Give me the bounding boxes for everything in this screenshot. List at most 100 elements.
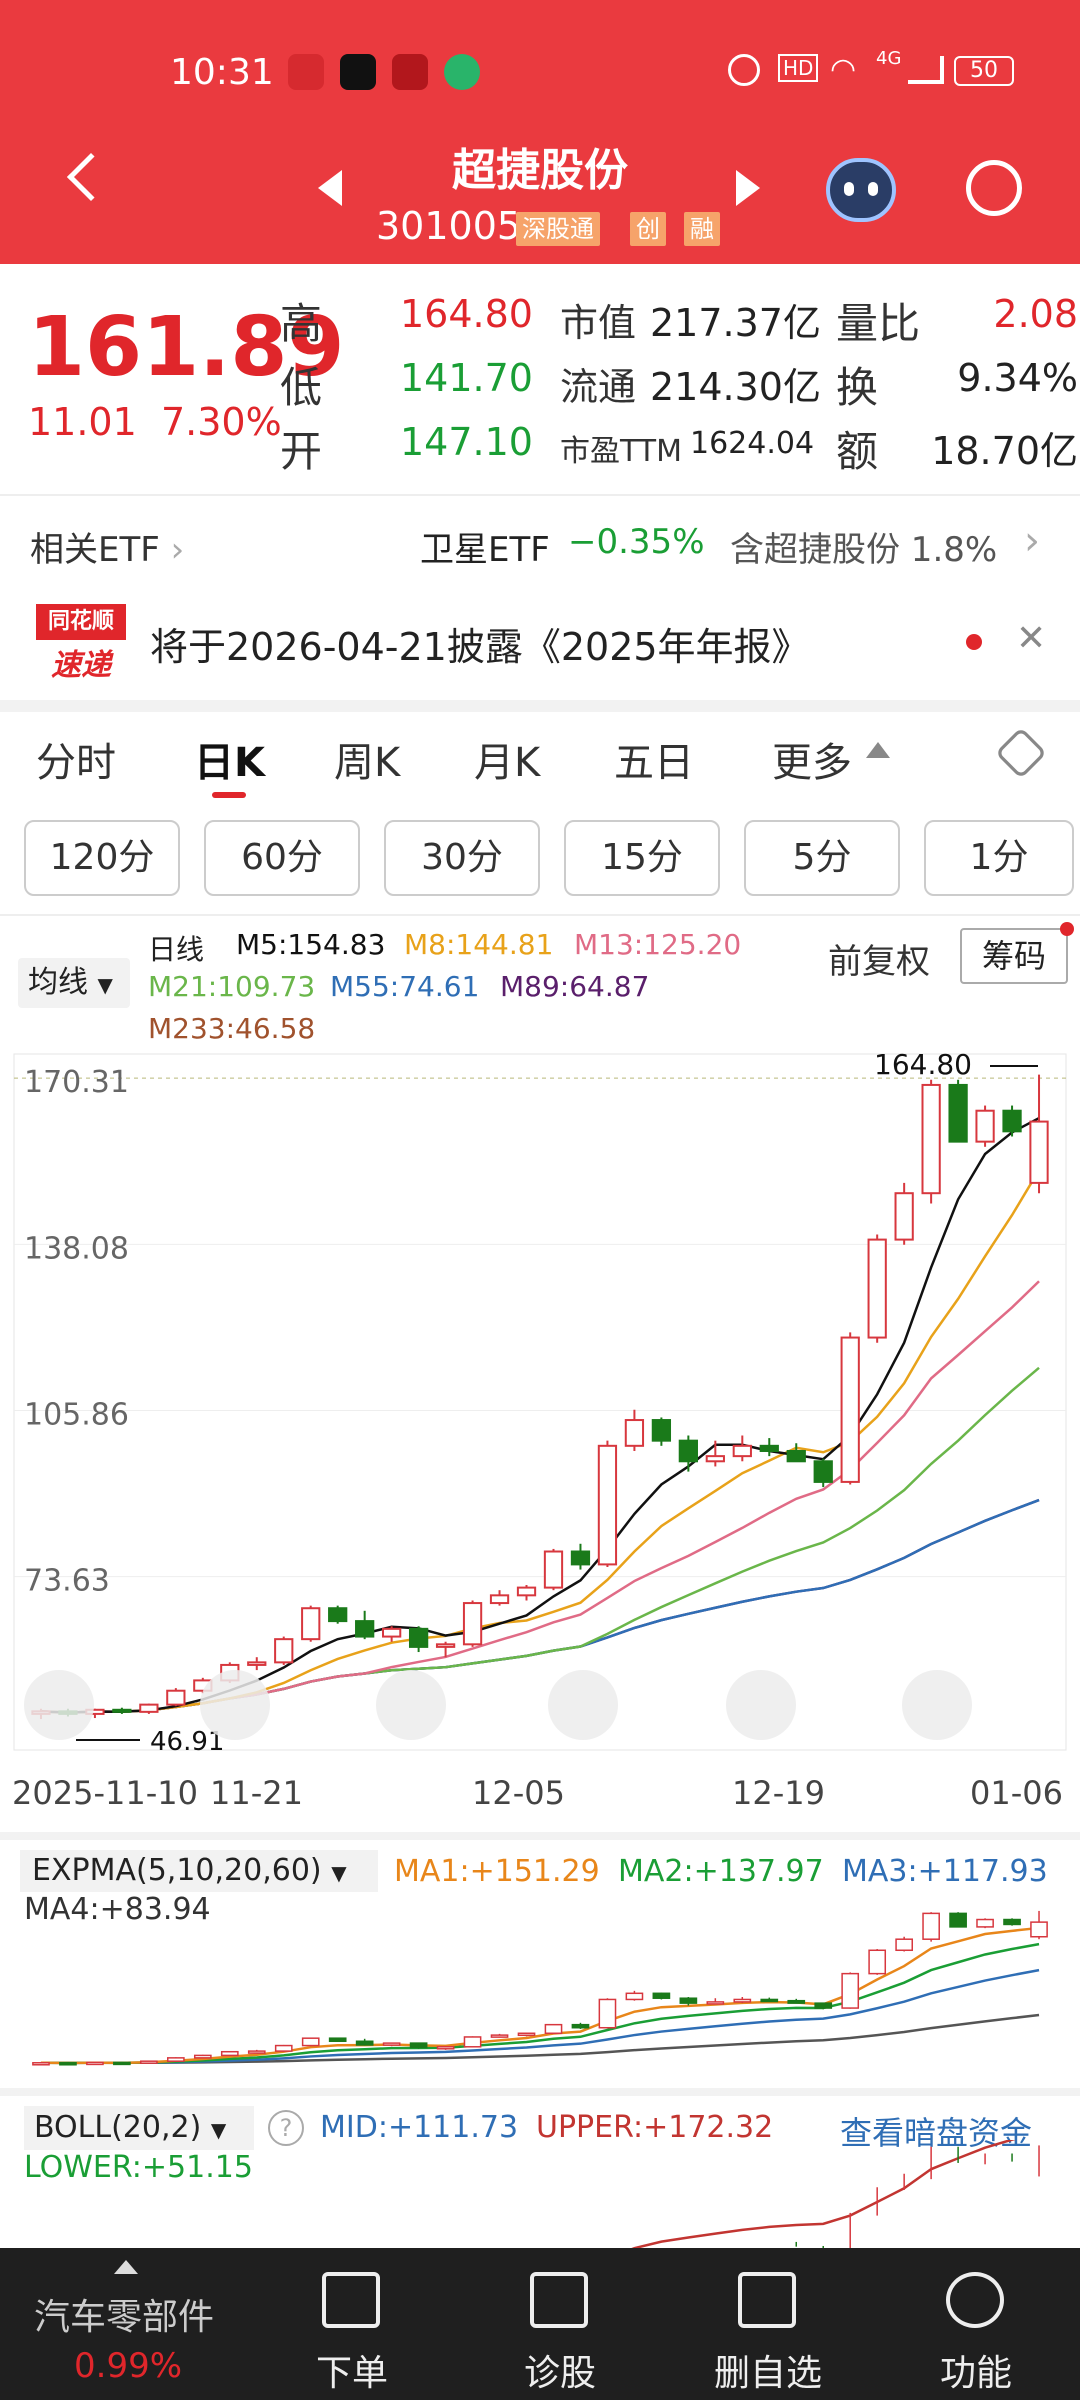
settings-icon[interactable] xyxy=(994,726,1048,780)
signal-icon xyxy=(908,56,944,84)
search-icon[interactable] xyxy=(966,160,1022,216)
divider xyxy=(0,700,1080,712)
robot-assistant-icon[interactable] xyxy=(826,158,896,222)
tab-weekly-k[interactable]: 周K xyxy=(334,740,401,786)
sector-name[interactable]: 汽车零部件 xyxy=(34,2297,215,2338)
expma-dropdown[interactable]: EXPMA(5,10,20,60) ▼ xyxy=(20,1850,378,1892)
legend-m21: M21:109.73 xyxy=(148,970,316,1003)
interval-30[interactable]: 30分 xyxy=(384,820,540,896)
boll-chart[interactable] xyxy=(0,2140,1080,2248)
related-etf-link[interactable]: 相关ETF › xyxy=(30,522,184,571)
pe-label: 市盈TTM xyxy=(560,434,683,469)
candle-body xyxy=(382,1627,402,1638)
remove-watchlist-button[interactable]: 删自选 xyxy=(668,2248,868,2400)
candle-body xyxy=(355,1620,375,1638)
etf-name[interactable]: 卫星ETF xyxy=(420,530,550,570)
turnover-label: 换 xyxy=(836,363,879,412)
app-icon xyxy=(444,54,480,90)
ma-dropdown[interactable]: 均线 ▼ xyxy=(18,958,130,1008)
change-pct: 7.30% xyxy=(160,400,282,444)
zoom-in-icon[interactable] xyxy=(200,1670,270,1740)
boll-lower: LOWER:+51.15 xyxy=(24,2150,253,2185)
interval-15[interactable]: 15分 xyxy=(564,820,720,896)
order-button[interactable]: 下单 xyxy=(252,2248,452,2400)
boll-upper: UPPER:+172.32 xyxy=(536,2110,774,2145)
fullscreen-icon[interactable] xyxy=(902,1670,972,1740)
amount-value: 18.70亿 xyxy=(931,429,1078,473)
expma-candle xyxy=(328,2037,347,2043)
ma-line-m5 xyxy=(40,1116,1040,1714)
interval-1[interactable]: 1分 xyxy=(924,820,1074,896)
candle-body xyxy=(408,1627,429,1648)
close-icon[interactable]: ✕ xyxy=(1016,618,1047,659)
wifi-icon: ◠ xyxy=(830,52,857,87)
high-value: 164.80 xyxy=(400,292,533,336)
candle-body xyxy=(247,1661,267,1666)
diagnose-icon xyxy=(530,2272,588,2328)
network-label: 4G xyxy=(876,48,902,69)
battery-icon: 50 xyxy=(954,56,1014,86)
next-icon[interactable] xyxy=(726,1670,796,1740)
chevron-down-icon: ▼ xyxy=(331,1861,347,1885)
candle-body xyxy=(597,1444,618,1566)
expma-candle xyxy=(32,2062,50,2066)
candle-body xyxy=(489,1594,510,1605)
diagnose-button[interactable]: 诊股 xyxy=(460,2248,660,2400)
divider xyxy=(0,914,1080,916)
tab-more[interactable]: 更多 xyxy=(772,740,852,786)
float-value: 214.30亿 xyxy=(650,365,821,409)
tab-fenshi[interactable]: 分时 xyxy=(36,740,116,786)
help-icon[interactable]: ? xyxy=(268,2110,304,2146)
related-etf-label: 相关ETF xyxy=(30,530,160,570)
boll-dropdown[interactable]: BOLL(20,2) ▼ xyxy=(24,2106,254,2150)
ma-dropdown-label: 均线 xyxy=(28,965,88,1000)
divider xyxy=(0,494,1080,496)
chart-frame xyxy=(13,1053,1067,1751)
candle-body xyxy=(274,1638,294,1664)
minus-icon[interactable] xyxy=(376,1670,446,1740)
prev-stock-icon[interactable] xyxy=(318,170,342,206)
chevron-right-icon: › xyxy=(170,530,185,570)
pe-value: 1624.04 xyxy=(690,426,815,461)
next-stock-icon[interactable] xyxy=(736,170,760,206)
x-tick: 12-05 xyxy=(472,1774,565,1812)
candle-body xyxy=(867,1238,887,1339)
zoom-out-icon[interactable] xyxy=(24,1670,94,1740)
candle-body xyxy=(948,1083,968,1143)
etf-pct: −0.35% xyxy=(568,522,705,562)
tab-daily-k[interactable]: 日K xyxy=(194,740,265,786)
fq-toggle[interactable]: 前复权 xyxy=(828,942,930,982)
tab-five-day[interactable]: 五日 xyxy=(614,740,694,786)
expma-line xyxy=(40,1942,1040,2065)
tab-monthly-k[interactable]: 月K xyxy=(474,740,541,786)
expma-candle xyxy=(922,1912,940,1940)
logo-top: 同花顺 xyxy=(36,604,126,640)
boll-label: BOLL(20,2) xyxy=(34,2110,202,2145)
etf-holding[interactable]: 含超捷股份 1.8% xyxy=(730,530,998,570)
dark-pool-link[interactable]: 查看暗盘资金 xyxy=(840,2114,1033,2152)
expma-candle xyxy=(706,2001,725,2005)
functions-button[interactable]: 功能 xyxy=(876,2248,1076,2400)
high-label: 高 xyxy=(280,299,323,348)
expma-candle xyxy=(733,1998,752,2003)
news-text[interactable]: 将于2026-04-21披露《2025年年报》 xyxy=(150,625,810,669)
prev-icon[interactable] xyxy=(548,1670,618,1740)
market-cap-label: 市值 xyxy=(560,301,637,345)
expma-line xyxy=(40,1968,1040,2065)
candle-body xyxy=(624,1419,645,1447)
active-tab-indicator xyxy=(212,792,246,798)
expma-line xyxy=(40,2013,1040,2065)
expma-candle xyxy=(841,1972,860,2009)
unread-dot xyxy=(966,634,982,650)
expma-candle xyxy=(113,2061,131,2066)
sector-pct: 0.99% xyxy=(74,2346,183,2386)
interval-5[interactable]: 5分 xyxy=(744,820,900,896)
x-tick: 12-19 xyxy=(732,1774,825,1812)
expma-candle xyxy=(760,1998,779,2003)
interval-60[interactable]: 60分 xyxy=(204,820,360,896)
expma-chart[interactable] xyxy=(0,1900,1080,2080)
interval-120[interactable]: 120分 xyxy=(24,820,180,896)
expma-candle xyxy=(544,2023,563,2035)
chip-button[interactable]: 筹码 xyxy=(960,928,1068,984)
